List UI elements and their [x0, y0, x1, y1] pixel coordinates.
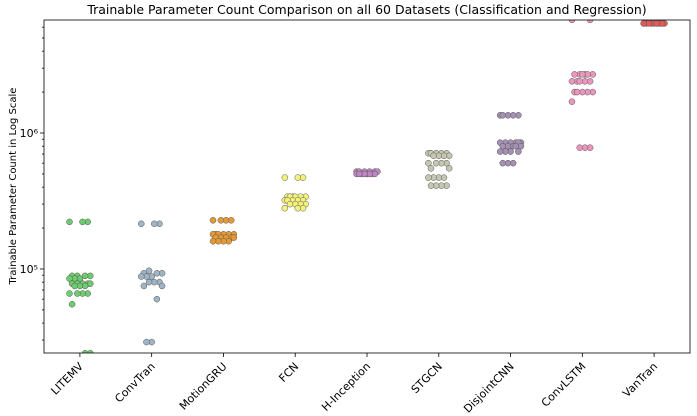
data-point [576, 78, 583, 85]
data-point [576, 144, 583, 151]
data-point [568, 78, 576, 85]
data-point [571, 71, 578, 78]
x-tick-label: ConvTran [112, 360, 157, 405]
data-point [71, 282, 78, 290]
data-point [653, 20, 660, 27]
data-point [81, 349, 89, 353]
data-point [74, 290, 81, 297]
data-point [153, 270, 161, 277]
data-point [281, 204, 289, 212]
data-point [294, 204, 302, 212]
x-tick-label: ConvLSTM [539, 360, 589, 410]
y-axis-label: Trainable Parameter Count in Log Scale [8, 88, 19, 286]
data-point [512, 142, 520, 150]
data-point [145, 278, 153, 286]
data-point [586, 20, 594, 24]
data-point [217, 217, 225, 224]
data-point [230, 234, 238, 241]
data-point [281, 174, 289, 181]
data-point [640, 20, 647, 27]
data-point [151, 220, 158, 228]
data-point [153, 295, 161, 303]
data-point [568, 20, 576, 24]
data-point [425, 159, 432, 167]
data-point [355, 170, 363, 178]
data-point [286, 200, 294, 208]
x-tick-label: STGCN [409, 360, 445, 396]
data-point [294, 174, 302, 181]
data-point [66, 290, 73, 297]
x-tick-label: VanTran [620, 360, 660, 400]
data-point [499, 112, 507, 119]
axes-frame [43, 19, 691, 354]
data-point [432, 159, 440, 167]
chart-title: Trainable Parameter Count Comparison on … [86, 2, 646, 17]
data-point [158, 282, 166, 290]
data-point [209, 237, 217, 245]
data-point [427, 165, 435, 172]
data-point [209, 217, 217, 224]
data-point [138, 273, 145, 280]
x-tick-label: DisjointCNN [461, 360, 517, 416]
x-tick-label: H-Inception [319, 360, 373, 414]
data-point [573, 88, 581, 96]
data-point [568, 98, 576, 105]
data-point [140, 282, 148, 290]
data-point [579, 71, 586, 78]
data-point [145, 267, 153, 275]
data-point [496, 148, 504, 155]
data-point [515, 148, 522, 155]
data-point [66, 218, 73, 226]
data-point [425, 174, 432, 181]
plot-area [66, 20, 668, 353]
data-point [79, 218, 86, 226]
data-point [138, 220, 145, 228]
data-point [143, 338, 150, 346]
data-point [66, 275, 73, 282]
x-tick-label: MotionGRU [177, 360, 230, 413]
data-point [68, 301, 76, 308]
y-tick-label: 10⁵ [20, 263, 38, 276]
data-point [499, 159, 507, 167]
data-point [87, 349, 94, 353]
data-point [445, 165, 453, 172]
data-point [430, 152, 437, 160]
data-point [499, 142, 507, 150]
data-point [81, 272, 89, 280]
data-point [427, 182, 435, 189]
y-tick-label: 10⁶ [20, 127, 39, 140]
x-tick-label: LITEMV [48, 360, 86, 398]
x-tick-label: FCN [276, 360, 301, 385]
